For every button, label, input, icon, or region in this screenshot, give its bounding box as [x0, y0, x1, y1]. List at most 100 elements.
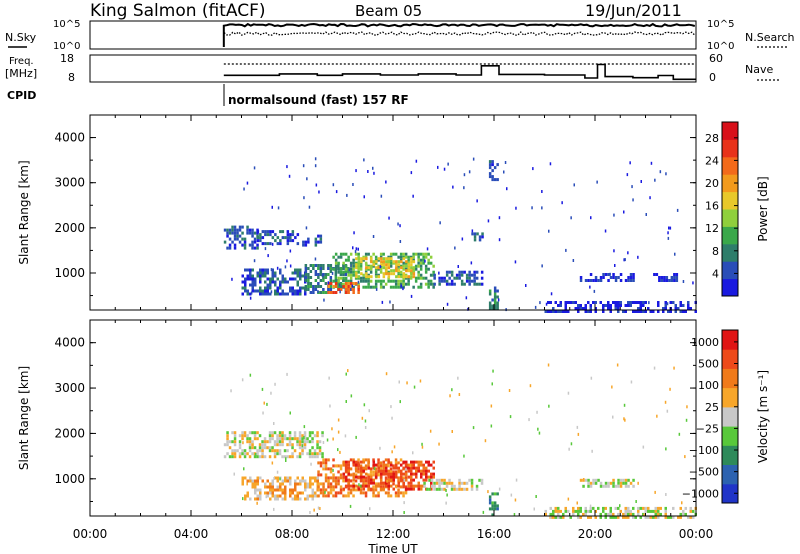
scatter-cell	[557, 512, 560, 516]
scatter-cell	[298, 437, 302, 441]
scatter-cell	[424, 282, 428, 286]
scatter-cell	[475, 484, 479, 488]
scatter-cell	[264, 271, 267, 275]
scatter-cell	[448, 276, 451, 280]
scatter-cell	[347, 494, 350, 498]
scatter-cell	[617, 512, 620, 516]
scatter-cell	[264, 280, 267, 284]
scatter-cell	[491, 513, 494, 517]
scatter-cell	[355, 272, 358, 276]
speckle-point	[576, 425, 579, 429]
scatter-cell	[246, 479, 249, 483]
scatter-cell	[251, 243, 254, 247]
speckle-point	[490, 404, 493, 408]
scatter-cell	[269, 230, 272, 234]
scatter-cell	[602, 307, 605, 310]
noise-panel-frame	[89, 20, 697, 50]
speckle-point	[250, 291, 253, 295]
speckle-point	[231, 277, 233, 281]
scatter-cell	[404, 491, 408, 495]
scatter-cell	[663, 279, 666, 282]
speckle-point	[391, 416, 393, 420]
scatter-cell	[473, 279, 476, 283]
scatter-cell	[259, 271, 262, 275]
scatter-cell	[654, 506, 657, 510]
scatter-cell	[458, 481, 461, 485]
scatter-cell	[374, 482, 378, 486]
scatter-cell	[296, 274, 299, 278]
scatter-cell	[256, 274, 259, 278]
speckle-point	[561, 201, 563, 205]
scatter-cell	[269, 482, 272, 486]
scatter-cell	[672, 506, 675, 510]
scatter-cell	[589, 279, 593, 282]
speckle-point	[629, 161, 631, 165]
scatter-cell	[334, 482, 338, 486]
scatter-cell	[344, 288, 348, 291]
scatter-cell	[430, 463, 433, 467]
scatter-cell	[405, 460, 408, 464]
scatter-cell	[632, 273, 635, 276]
scatter-cell	[397, 466, 400, 470]
speckle-point	[303, 196, 305, 200]
scatter-cell	[627, 484, 630, 488]
scatter-cell	[233, 225, 237, 229]
scatter-cell	[599, 279, 603, 282]
scatter-cell	[238, 455, 242, 459]
speckle-point	[265, 495, 267, 499]
scatter-cell	[584, 279, 588, 282]
scatter-cell	[592, 481, 595, 485]
scatter-cell	[258, 455, 262, 459]
scatter-cell	[354, 467, 358, 471]
colorbar-tick-label: 24	[705, 154, 719, 167]
scatter-cell	[352, 458, 355, 462]
scatter-cell	[425, 478, 428, 482]
scatter-cell	[289, 488, 292, 492]
scatter-cell	[268, 440, 272, 444]
scatter-cell	[480, 270, 484, 274]
scatter-cell	[380, 260, 383, 264]
scatter-cell	[256, 455, 259, 459]
scatter-cell	[427, 261, 430, 265]
scatter-cell	[559, 515, 562, 519]
scatter-cell	[314, 273, 318, 276]
scatter-cell	[322, 467, 325, 471]
scatter-cell	[374, 285, 378, 289]
scatter-cell	[604, 273, 608, 276]
scatter-cell	[256, 431, 259, 435]
scatter-cell	[435, 487, 439, 491]
scatter-cell	[278, 440, 282, 444]
noise-series-lines	[222, 22, 696, 48]
scatter-cell	[294, 479, 297, 483]
scatter-cell	[632, 276, 635, 279]
scatter-cell	[276, 242, 280, 246]
scatter-cell	[334, 270, 338, 273]
scatter-cell	[332, 285, 335, 288]
scatter-cell	[268, 455, 272, 459]
scatter-cell	[314, 476, 317, 480]
scatter-cell	[344, 273, 348, 276]
scatter-cell	[238, 234, 242, 238]
scatter-cell	[587, 481, 590, 485]
scatter-cell	[339, 282, 343, 286]
scatter-cell	[448, 282, 451, 286]
scatter-cell	[298, 455, 302, 459]
scatter-cell	[410, 272, 413, 276]
scatter-cell	[244, 280, 247, 284]
scatter-cell	[313, 449, 317, 453]
scatter-cell	[473, 270, 476, 274]
scatter-cell	[283, 434, 287, 438]
scatter-cell	[370, 275, 373, 279]
scatter-cell	[364, 467, 368, 471]
scatter-cell	[427, 279, 430, 283]
speckle-point	[567, 497, 570, 501]
scatter-cell	[291, 277, 294, 281]
scatter-cell	[634, 515, 637, 519]
scatter-cell	[246, 494, 249, 498]
scatter-cell	[584, 310, 587, 313]
scatter-cell	[337, 282, 340, 286]
scatter-cell	[415, 475, 418, 479]
scatter-cell	[352, 261, 355, 265]
speckle-point	[623, 258, 625, 262]
speckle-point	[624, 418, 626, 422]
